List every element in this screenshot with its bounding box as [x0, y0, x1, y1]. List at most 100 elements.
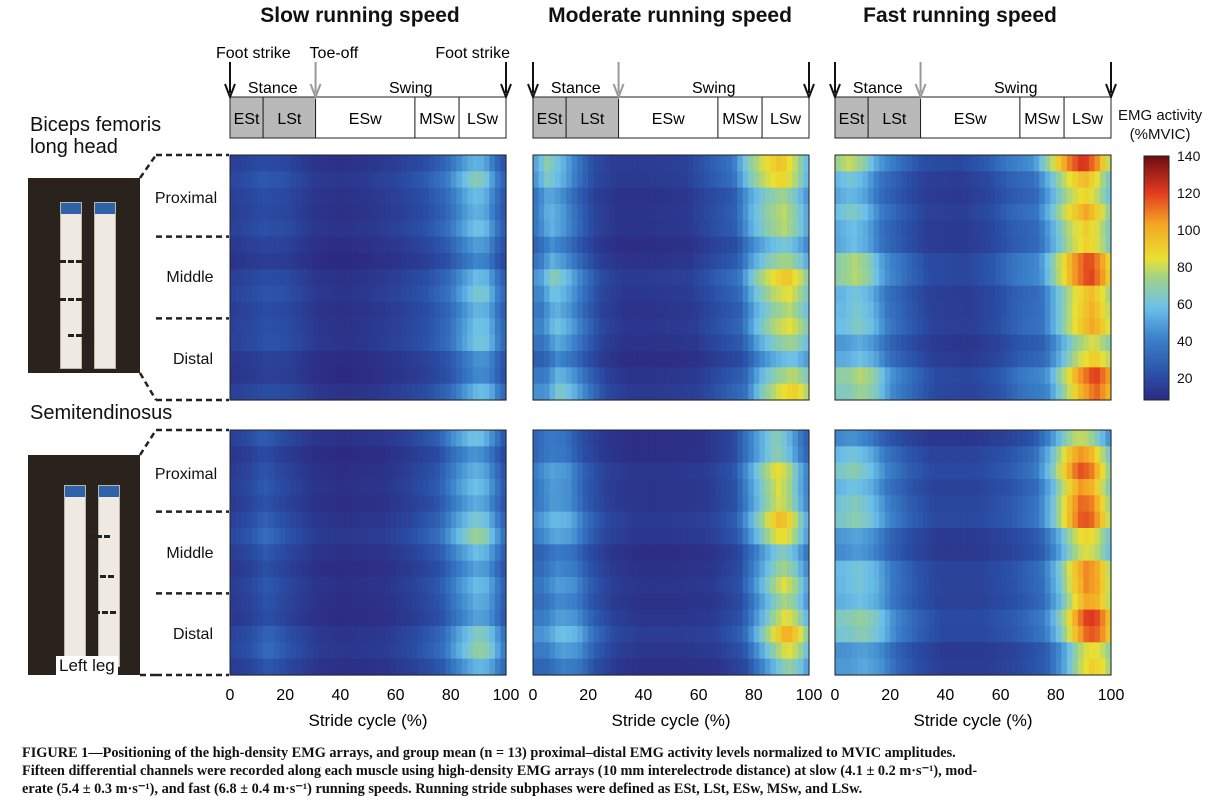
- dashed-connector: [138, 372, 158, 401]
- x-tick-label: 20: [579, 687, 597, 704]
- array-marker: [60, 260, 82, 263]
- x-axis-fast: 0 20 40 60 80 100 Stride cycle (%): [831, 687, 1125, 730]
- x-axis-label: Stride cycle (%): [611, 711, 730, 730]
- phase-label-lst: LSt: [580, 111, 605, 128]
- heatmap-biceps-slow: [230, 155, 507, 401]
- x-tick-label: 20: [276, 687, 294, 704]
- x-tick-label: 100: [796, 687, 823, 704]
- x-axis-slow: 0 20 40 60 80 100 Stride cycle (%): [226, 687, 520, 730]
- electrode-strip: [94, 202, 116, 369]
- colorbar-tick-label: 100: [1177, 221, 1201, 238]
- caption-line-3: erate (5.4 ± 0.3 m·s⁻¹), and fast (6.8 ±…: [22, 781, 863, 797]
- emg-heatmap-figure: ESt LSt ESw MSw LSw Stance Swing 0 20 40 60 80 100 St…: [138, 45, 1170, 730]
- muscle-label-biceps-line2: long head: [30, 136, 118, 158]
- x-tick-label: 80: [745, 687, 763, 704]
- x-tick-label: 60: [992, 687, 1010, 704]
- phase-group-stance: Stance: [853, 80, 903, 97]
- phase-box-lsw: [458, 96, 507, 139]
- foot-strike-end-arrow: [803, 62, 815, 100]
- heatmap-semitendinosus-fast: [835, 430, 1112, 676]
- x-axis-moderate: 0 20 40 60 80 100 Stride cycle (%): [529, 687, 823, 730]
- colorbar-tick-label: 80: [1177, 258, 1193, 275]
- phase-group-swing: Swing: [389, 80, 433, 97]
- figure-caption: FIGURE 1—Positioning of the high-density…: [22, 744, 1212, 798]
- phase-box-lsw: [761, 96, 810, 139]
- x-tick-label: 80: [1047, 687, 1065, 704]
- phase-bar-fast: ESt LSt ESw MSw LSw Stance Swing: [829, 62, 1117, 139]
- region-label-middle: Middle: [166, 545, 214, 562]
- colorbar-title: EMG activity (%MVIC): [1118, 106, 1202, 144]
- region-label-proximal: Proximal: [154, 190, 218, 207]
- phase-group-swing: Swing: [994, 80, 1038, 97]
- label-toe-off: Toe-off: [310, 45, 359, 62]
- phase-box-msw: [414, 96, 460, 139]
- colorbar-tick-label: 140: [1177, 148, 1201, 164]
- x-axis-label: Stride cycle (%): [308, 711, 427, 730]
- heatmap-semitendinosus-slow: [230, 430, 507, 676]
- colorbar: [1143, 155, 1170, 401]
- phase-group-stance: Stance: [551, 80, 601, 97]
- electrode-strip: [60, 202, 82, 369]
- toe-off-arrow: [914, 62, 927, 100]
- phase-box-est: [834, 96, 869, 139]
- phase-label-lst: LSt: [277, 111, 302, 128]
- region-label-middle: Middle: [166, 269, 214, 286]
- caption-line-2: Fifteen differential channels were recor…: [22, 763, 978, 779]
- array-marker: [94, 611, 116, 614]
- phase-label-esw: ESw: [349, 111, 382, 128]
- label-foot-strike-start: Foot strike: [216, 45, 291, 62]
- heatmap-biceps-moderate: [533, 155, 810, 401]
- phase-box-lst: [262, 96, 317, 139]
- array-marker: [92, 575, 114, 578]
- heatmap-frame: [229, 154, 507, 401]
- region-label-distal: Distal: [172, 351, 214, 368]
- speed-title-slow: Slow running speed: [260, 4, 460, 27]
- electrode-photo-biceps: [28, 178, 140, 373]
- region-label-distal: Distal: [172, 626, 214, 643]
- colorbar-tick-label: 40: [1177, 332, 1193, 349]
- x-tick-label: 60: [690, 687, 708, 704]
- caption-line-1: FIGURE 1—Positioning of the high-density…: [22, 745, 956, 761]
- foot-strike-start-arrow: [829, 62, 841, 100]
- phase-box-lsw: [1063, 96, 1112, 139]
- x-tick-label: 0: [831, 687, 840, 704]
- heatmap-frame: [834, 429, 1112, 676]
- heatmap-biceps-fast: [835, 155, 1112, 401]
- array-marker: [88, 535, 110, 538]
- phase-box-lst: [867, 96, 922, 139]
- muscle-label-semitendinosus: Semitendinosus: [30, 402, 173, 424]
- phase-box-lst: [565, 96, 620, 139]
- muscle-label-biceps-femoris: Biceps femoris long head: [30, 114, 161, 158]
- foot-strike-start-arrow: [527, 62, 539, 100]
- phase-label-lst: LSt: [882, 111, 907, 128]
- x-tick-label: 0: [226, 687, 235, 704]
- array-marker: [68, 334, 90, 337]
- x-tick-label: 80: [442, 687, 460, 704]
- phase-group-swing: Swing: [692, 80, 736, 97]
- x-tick-label: 40: [635, 687, 653, 704]
- phase-label-msw: MSw: [1024, 111, 1060, 128]
- x-axis-label: Stride cycle (%): [913, 711, 1032, 730]
- phase-label-est: ESt: [839, 111, 865, 128]
- phase-label-lsw: LSw: [1072, 111, 1104, 128]
- phase-bar-moderate: ESt LSt ESw MSw LSw Stance Swing: [527, 62, 815, 139]
- phase-box-est: [229, 96, 264, 139]
- phase-label-est: ESt: [234, 111, 260, 128]
- heatmap-semitendinosus-moderate: [533, 430, 810, 676]
- heatmap-frame: [532, 429, 810, 676]
- phase-label-msw: MSw: [722, 111, 758, 128]
- label-foot-strike-end: Foot strike: [435, 45, 510, 62]
- phase-bar-slow: ESt LSt ESw MSw LSw Stance Swing: [224, 62, 512, 139]
- phase-group-stance: Stance: [248, 80, 298, 97]
- toe-off-arrow: [309, 62, 322, 100]
- heatmap-frame: [834, 154, 1112, 401]
- phase-box-msw: [717, 96, 763, 139]
- phase-box-esw: [920, 96, 1021, 139]
- toe-off-arrow: [612, 62, 625, 100]
- x-tick-label: 100: [1098, 687, 1125, 704]
- phase-label-esw: ESw: [954, 111, 987, 128]
- x-tick-label: 0: [529, 687, 538, 704]
- x-tick-label: 20: [881, 687, 899, 704]
- colorbar-tick-label: 20: [1177, 369, 1193, 386]
- phase-label-msw: MSw: [419, 111, 455, 128]
